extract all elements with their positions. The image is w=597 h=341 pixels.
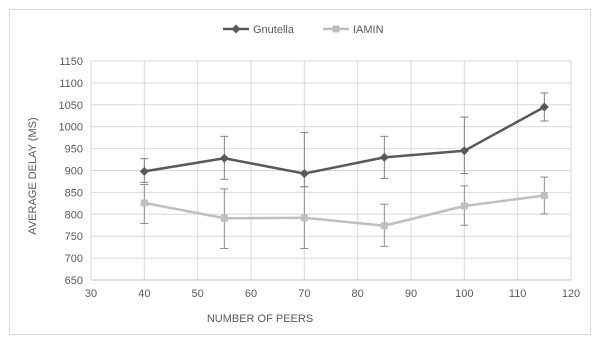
- chart-grid: [90, 60, 572, 281]
- data-point-iamin: [540, 191, 548, 199]
- chart-frame: Gnutella IAMIN 30 40 50 60 70 80 90 100 110 120 650…: [9, 9, 591, 335]
- x-tick-label: 30: [85, 288, 97, 300]
- data-point-iamin: [300, 214, 308, 222]
- data-point-gnutella: [459, 146, 469, 156]
- x-tick-label: 100: [455, 288, 473, 300]
- y-tick-label: 850: [65, 187, 83, 199]
- x-tick-label: 40: [138, 288, 150, 300]
- series-line-gnutella: [144, 105, 545, 175]
- data-point-gnutella: [379, 152, 389, 162]
- y-tick-label: 1000: [59, 122, 83, 134]
- y-tick-label: 950: [65, 144, 83, 156]
- data-point-iamin: [380, 222, 388, 230]
- line-chart: Gnutella IAMIN 30 40 50 60 70 80 90 100 110 120 650…: [27, 24, 581, 325]
- x-tick-label: 50: [192, 288, 204, 300]
- series-lines: [144, 105, 545, 227]
- x-tick-label: 60: [245, 288, 257, 300]
- chart-axes: 30 40 50 60 70 80 90 100 110 120 650 700 750 800 850 90…: [59, 56, 581, 300]
- data-point-iamin: [220, 214, 228, 222]
- y-tick-label: 700: [65, 253, 83, 265]
- x-tick-label: 110: [509, 288, 527, 300]
- x-tick-label: 70: [298, 288, 310, 300]
- data-point-iamin: [460, 202, 468, 210]
- x-tick-label: 120: [562, 288, 580, 300]
- data-point-gnutella: [139, 166, 149, 176]
- data-point-gnutella: [219, 153, 229, 163]
- legend-marker-iamin: [332, 25, 340, 33]
- y-tick-label: 1100: [59, 78, 83, 90]
- y-tick-label: 1150: [59, 56, 83, 68]
- y-tick-label: 1050: [59, 100, 83, 112]
- data-point-iamin: [140, 199, 148, 207]
- series-markers: [139, 102, 549, 230]
- y-axis-title: AVERAGE DELAY (MS): [27, 117, 39, 234]
- legend-label-iamin: IAMIN: [353, 24, 384, 36]
- chart-legend: Gnutella IAMIN: [223, 24, 384, 36]
- series-line-iamin: [144, 194, 545, 227]
- data-point-gnutella: [539, 102, 549, 112]
- legend-label-gnutella: Gnutella: [253, 24, 295, 36]
- x-axis-title: NUMBER OF PEERS: [207, 313, 313, 325]
- data-point-gnutella: [299, 169, 309, 179]
- y-tick-label: 650: [65, 275, 83, 287]
- y-tick-label: 900: [65, 166, 83, 178]
- legend-marker-gnutella: [231, 24, 241, 34]
- y-tick-label: 800: [65, 209, 83, 221]
- x-tick-label: 90: [405, 288, 417, 300]
- x-tick-label: 80: [352, 288, 364, 300]
- y-tick-label: 750: [65, 231, 83, 243]
